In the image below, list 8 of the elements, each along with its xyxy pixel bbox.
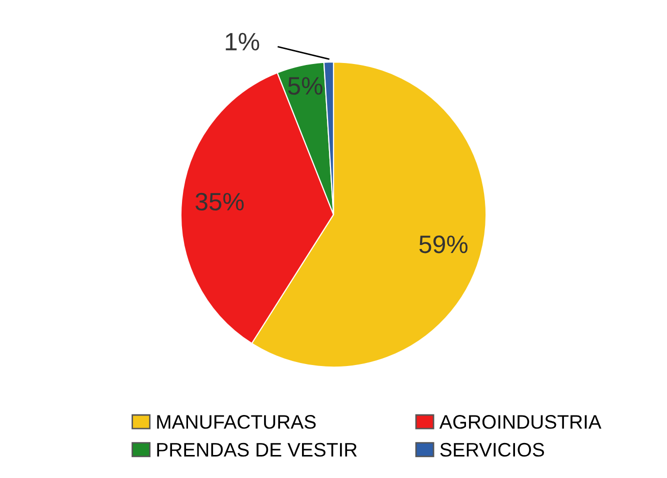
data-label: 5%	[288, 77, 322, 95]
legend-label: SERVICIOS	[440, 442, 544, 457]
legend-label: PRENDAS DE VESTIR	[157, 442, 357, 457]
data-label: 1%	[226, 32, 260, 50]
legend-label: MANUFACTURAS	[157, 415, 316, 429]
data-label: 35%	[196, 192, 244, 211]
legend-label: AGROINDUSTRIA	[439, 415, 602, 429]
data-label: 59%	[419, 236, 468, 254]
